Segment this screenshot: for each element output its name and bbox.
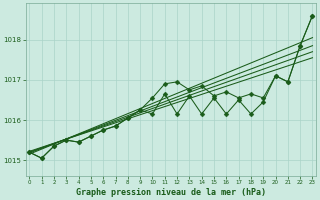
X-axis label: Graphe pression niveau de la mer (hPa): Graphe pression niveau de la mer (hPa) bbox=[76, 188, 266, 197]
